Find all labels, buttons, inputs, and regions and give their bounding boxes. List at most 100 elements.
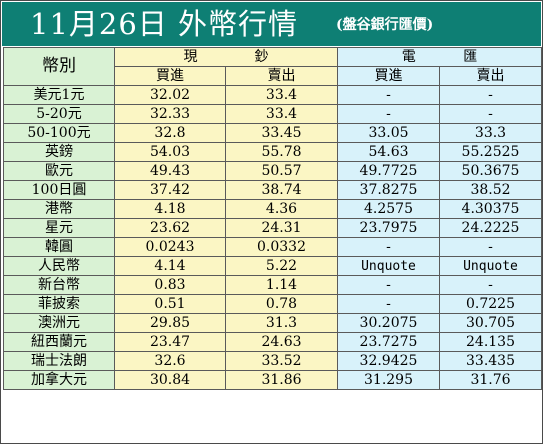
spot-buy-header: 買進 <box>337 66 440 86</box>
table-row: 新台幣 0.83 1.14- - <box>3 275 542 295</box>
cash-sell-cell: 24.63 <box>225 332 338 352</box>
cash-buy-cell: 37.42 <box>114 180 226 200</box>
currency-name-cell: 澳洲元 <box>3 313 115 333</box>
title-bar: 11月26日 外幣行情 (盤谷銀行匯價) <box>2 2 541 46</box>
table-row: 5-20元 32.33 33.4- - <box>3 104 542 124</box>
cash-sell-header: 賣出 <box>225 66 338 86</box>
spot-buy-cell: Unquote <box>337 256 440 276</box>
currency-name-cell: 星元 <box>3 218 115 238</box>
currency-name-cell: 歐元 <box>3 161 115 181</box>
cash-sell-cell: 0.0332 <box>225 237 338 257</box>
spot-buy-cell: 54.63 <box>337 142 440 162</box>
table-row: 韓圓 0.0243 0.0332- - <box>3 237 542 257</box>
currency-name-cell: 菲披索 <box>3 294 115 314</box>
spot-sell-cell: Unquote <box>439 256 542 276</box>
header-row-groups: 幣別 現 鈔 電 匯 <box>3 47 542 86</box>
spot-sell-cell: 24.2225 <box>439 218 542 238</box>
spot-buy-cell: - <box>337 294 440 314</box>
table-row: 歐元 49.43 50.57 49.7725 50.3675 <box>3 161 542 181</box>
spot-buy-cell: 23.7275 <box>337 332 440 352</box>
spot-header-char-2: 匯 <box>463 48 478 65</box>
spot-buy-cell: 49.7725 <box>337 161 440 181</box>
spot-sell-header: 賣出 <box>439 66 542 86</box>
spot-buy-cell: 32.9425 <box>337 351 440 371</box>
spot-sell-cell: 50.3675 <box>439 161 542 181</box>
currency-name-cell: 50-100元 <box>3 123 115 143</box>
cash-group-header: 現 鈔 <box>114 47 338 67</box>
exchange-rate-table: 幣別 現 鈔 電 匯 買進 賣出 買進 賣出 <box>3 47 542 390</box>
spot-buy-cell: - <box>337 104 440 124</box>
cash-sell-cell: 31.3 <box>225 313 338 333</box>
cash-buy-cell: 29.85 <box>114 313 226 333</box>
currency-name-cell: 英鎊 <box>3 142 115 162</box>
cash-buy-cell: 4.18 <box>114 199 226 219</box>
cash-buy-cell: 32.8 <box>114 123 226 143</box>
table-row: 紐西蘭元 23.47 24.63 23.7275 24.135 <box>3 332 542 352</box>
cash-sell-cell: 33.4 <box>225 104 338 124</box>
currency-name-cell: 新台幣 <box>3 275 115 295</box>
spot-buy-cell: 23.7975 <box>337 218 440 238</box>
cash-header-char-2: 鈔 <box>254 48 269 65</box>
spot-sell-cell: - <box>439 237 542 257</box>
table-row: 加拿大元 30.84 31.86 31.295 31.76 <box>3 370 542 390</box>
cash-sell-cell: 50.57 <box>225 161 338 181</box>
spot-sell-cell: 0.7225 <box>439 294 542 314</box>
cash-sell-cell: 31.86 <box>225 370 338 390</box>
currency-name-cell: 美元1元 <box>3 85 115 105</box>
currency-name-cell: 韓圓 <box>3 237 115 257</box>
cash-sell-cell: 4.36 <box>225 199 338 219</box>
spot-buy-cell: 4.2575 <box>337 199 440 219</box>
spot-sell-cell: - <box>439 85 542 105</box>
spot-buy-cell: 33.05 <box>337 123 440 143</box>
cash-buy-header: 買進 <box>114 66 226 86</box>
cash-buy-cell: 32.33 <box>114 104 226 124</box>
spot-sell-cell: 31.76 <box>439 370 542 390</box>
table-row: 菲披索 0.51 0.78-0.7225 <box>3 294 542 314</box>
currency-name-cell: 5-20元 <box>3 104 115 124</box>
spot-sell-cell: 4.30375 <box>439 199 542 219</box>
cash-buy-cell: 0.51 <box>114 294 226 314</box>
spot-sell-cell: - <box>439 275 542 295</box>
spot-sell-cell: 38.52 <box>439 180 542 200</box>
currency-name-cell: 瑞士法朗 <box>3 351 115 371</box>
currency-column-header: 幣別 <box>3 47 115 86</box>
spot-sell-cell: 24.135 <box>439 332 542 352</box>
spot-sell-cell: 30.705 <box>439 313 542 333</box>
cash-buy-cell: 0.0243 <box>114 237 226 257</box>
spot-sell-cell: 33.435 <box>439 351 542 371</box>
cash-sell-cell: 5.22 <box>225 256 338 276</box>
cash-sell-cell: 33.45 <box>225 123 338 143</box>
cash-sell-cell: 24.31 <box>225 218 338 238</box>
cash-buy-cell: 32.02 <box>114 85 226 105</box>
spot-buy-cell: - <box>337 85 440 105</box>
cash-buy-cell: 23.62 <box>114 218 226 238</box>
cash-buy-cell: 4.14 <box>114 256 226 276</box>
header-row-subcolumns: 買進 賣出 買進 賣出 <box>4 66 542 86</box>
page-title: 11月26日 外幣行情 <box>30 7 299 41</box>
spot-group-header: 電 匯 <box>337 47 542 67</box>
table-row: 英鎊 54.03 55.78 54.63 55.2525 <box>3 142 542 162</box>
cash-sell-cell: 33.52 <box>225 351 338 371</box>
table-row: 澳洲元 29.85 31.3 30.2075 30.705 <box>3 313 542 333</box>
cash-buy-cell: 32.6 <box>114 351 226 371</box>
currency-name-cell: 100日圓 <box>3 180 115 200</box>
cash-buy-cell: 0.83 <box>114 275 226 295</box>
spot-header-char-1: 電 <box>401 48 416 65</box>
currency-name-cell: 加拿大元 <box>3 370 115 390</box>
currency-name-cell: 人民幣 <box>3 256 115 276</box>
currency-name-cell: 紐西蘭元 <box>3 332 115 352</box>
spot-buy-cell: - <box>337 275 440 295</box>
cash-buy-cell: 23.47 <box>114 332 226 352</box>
table-row: 瑞士法朗 32.6 33.52 32.9425 33.435 <box>3 351 542 371</box>
cash-sell-cell: 0.78 <box>225 294 338 314</box>
cash-sell-cell: 38.74 <box>225 180 338 200</box>
source-label: (盤谷銀行匯價) <box>336 17 434 33</box>
spot-buy-cell: 30.2075 <box>337 313 440 333</box>
cash-header-char-1: 現 <box>183 48 198 65</box>
table-row: 人民幣 4.14 5.22 Unquote Unquote <box>3 256 542 276</box>
spot-sell-cell: 33.3 <box>439 123 542 143</box>
table-row: 星元 23.62 24.31 23.7975 24.2225 <box>3 218 542 238</box>
currency-name-cell: 港幣 <box>3 199 115 219</box>
spot-sell-cell: 55.2525 <box>439 142 542 162</box>
